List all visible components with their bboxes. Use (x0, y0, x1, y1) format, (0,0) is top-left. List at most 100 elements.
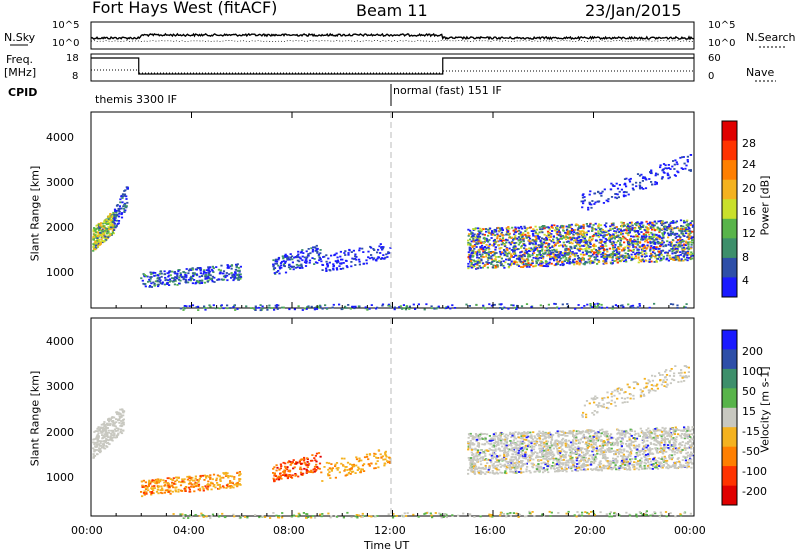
power-echo-main (531, 238, 534, 241)
power-echo-main (564, 231, 567, 234)
velocity-echo-band (292, 459, 295, 461)
power-ground-scatter (401, 308, 404, 310)
power-echo-upper (640, 173, 643, 176)
velocity-echo-band (313, 457, 316, 459)
power-echo-main (533, 239, 536, 242)
velocity-echo-band (150, 487, 153, 490)
power-echo-main (610, 238, 613, 240)
power-echo-main (670, 258, 673, 260)
power-ground-scatter (381, 303, 385, 306)
power-echo-main (533, 249, 536, 251)
velocity-echo-band (148, 479, 151, 482)
power-echo-band (370, 254, 373, 256)
velocity-echo-early (99, 450, 102, 452)
power-echo-upper (620, 188, 623, 191)
power-echo-band (382, 246, 385, 248)
power-echo-main (518, 241, 521, 244)
power-echo-band (308, 259, 312, 262)
power-echo-main (653, 224, 656, 227)
velocity-echo-early (111, 416, 114, 418)
power-echo-main (674, 256, 677, 259)
power-echo-main (663, 230, 666, 233)
power-echo-band (282, 260, 285, 262)
velocity-echo-band (328, 474, 331, 477)
power-echo-main (678, 234, 681, 237)
power-echo-main (553, 259, 556, 262)
power-echo-main (489, 251, 492, 253)
power-echo-main (611, 244, 614, 247)
velocity-echo-main (642, 432, 645, 435)
power-echo-main (654, 248, 658, 250)
power-echo-upper (655, 172, 658, 175)
power-echo-band (296, 266, 299, 269)
velocity-echo-band (171, 482, 174, 485)
power-echo-main (636, 222, 639, 225)
power-echo-main (514, 228, 517, 230)
power-echo-main (517, 248, 520, 250)
power-echo-band (382, 254, 385, 256)
velocity-echo-band (188, 482, 191, 485)
velocity-echo-main (686, 454, 690, 457)
power-echo-main (584, 235, 587, 238)
velocity-echo-band (214, 486, 217, 489)
power-echo-main (642, 224, 645, 227)
velocity-ytick-1000: 1000 (46, 471, 74, 484)
velocity-echo-band (340, 457, 344, 460)
power-echo-main (582, 226, 585, 229)
power-echo-main (601, 229, 604, 231)
power-echo-main (652, 226, 655, 229)
power-echo-main (689, 222, 692, 224)
power-echo-main (679, 254, 682, 256)
velocity-echo-main (630, 435, 633, 437)
power-echo-early (115, 215, 118, 218)
velocity-cb-tick-15: 15 (742, 405, 756, 418)
power-ground-scatter (669, 303, 673, 305)
velocity-echo-band (167, 486, 170, 489)
velocity-echo-main (541, 433, 544, 435)
velocity-echo-band (222, 472, 225, 474)
power-echo-main (580, 240, 583, 243)
power-echo-main (688, 237, 691, 240)
power-ground-scatter (638, 303, 641, 305)
velocity-echo-band (154, 482, 157, 485)
power-echo-early (102, 233, 105, 236)
velocity-echo-main (684, 442, 687, 445)
velocity-echo-band (383, 464, 386, 467)
power-echo-main (491, 230, 494, 232)
power-echo-main (689, 232, 692, 234)
velocity-echo-band (197, 485, 200, 488)
power-echo-main (582, 257, 585, 260)
power-echo-band (319, 249, 322, 251)
power-echo-band (272, 268, 275, 271)
power-echo-band (150, 276, 153, 278)
power-echo-main (636, 249, 639, 252)
power-echo-band (274, 258, 277, 261)
velocity-echo-early (113, 434, 116, 437)
power-echo-main (655, 228, 658, 231)
power-echo-band (179, 275, 182, 277)
power-echo-early (113, 221, 116, 224)
power-echo-main (655, 254, 658, 257)
power-ground-scatter (611, 307, 614, 310)
velocity-echo-main (567, 464, 570, 467)
power-echo-band (178, 282, 181, 285)
power-echo-main (654, 243, 657, 245)
power-echo-main (640, 260, 643, 263)
power-echo-upper (583, 199, 586, 202)
power-ground-scatter (653, 302, 656, 305)
power-echo-band (222, 275, 226, 278)
velocity-echo-early (120, 424, 123, 427)
velocity-echo-main (518, 461, 521, 463)
power-echo-main (469, 254, 472, 257)
power-ground-scatter (183, 307, 186, 310)
power-echo-band (215, 266, 218, 268)
velocity-echo-main (635, 461, 638, 464)
power-echo-band (145, 275, 148, 277)
power-echo-main (478, 260, 481, 263)
power-echo-main (639, 228, 642, 230)
power-echo-main (665, 227, 669, 229)
power-echo-band (322, 256, 325, 258)
power-echo-early (124, 206, 127, 209)
velocity-echo-band (207, 480, 210, 483)
velocity-echo-main (509, 470, 512, 473)
